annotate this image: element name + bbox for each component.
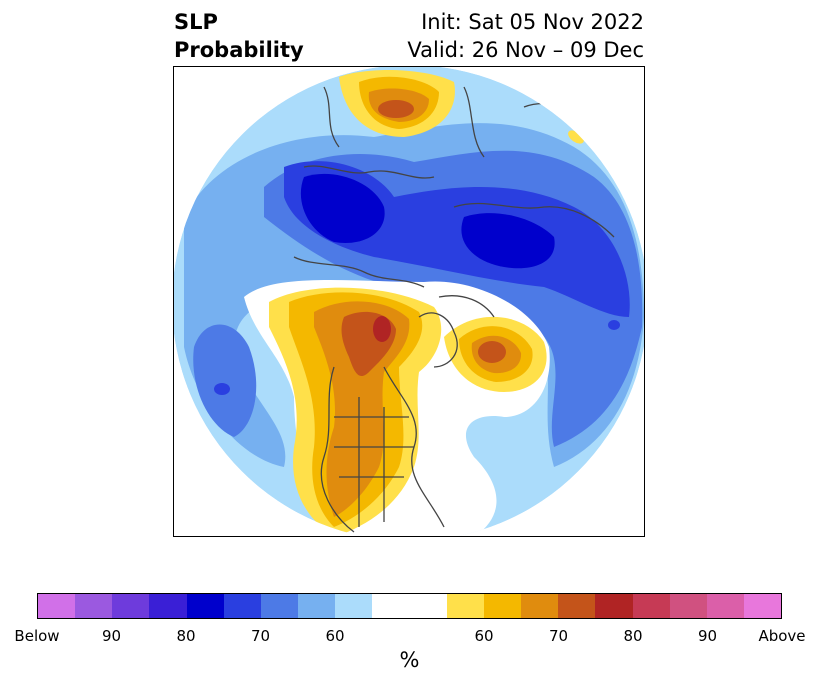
red-75-north	[378, 100, 414, 118]
colorbar-tick-label: 90	[697, 627, 718, 645]
colorbar-swatch	[372, 594, 410, 618]
map-frame	[173, 66, 645, 537]
colorbar-swatch	[149, 594, 187, 618]
colorbar-tick-label: Above	[758, 627, 806, 645]
colorbar-tick-label: 80	[176, 627, 196, 645]
colorbar-tick-label: 70	[250, 627, 271, 645]
colorbar-tick-label: 90	[101, 627, 122, 645]
colorbar-tick-label: 80	[623, 627, 643, 645]
colorbar-swatch	[521, 594, 559, 618]
colorbar-swatch	[260, 594, 299, 618]
valid-range: Valid: 26 Nov – 09 Dec	[407, 38, 644, 62]
colorbar-swatch	[558, 594, 596, 618]
colorbar-swatch	[483, 594, 522, 618]
colorbar-swatch	[409, 594, 447, 618]
colorbar	[37, 593, 782, 619]
blue-70-pacific	[193, 324, 257, 437]
colorbar-swatch	[335, 594, 373, 618]
colorbar-swatch	[632, 594, 670, 618]
colorbar-swatch	[446, 594, 484, 618]
colorbar-swatch	[595, 594, 633, 618]
variable-title: SLP	[174, 10, 218, 34]
colorbar-tick-label: 60	[325, 627, 345, 645]
colorbar-swatch	[706, 594, 744, 618]
colorbar-swatch	[75, 594, 113, 618]
colorbar-unit-label: %	[399, 648, 420, 672]
colorbar-swatch	[298, 594, 336, 618]
metric-title: Probability	[174, 38, 304, 62]
colorbar-swatch	[38, 594, 76, 618]
colorbar-swatch	[743, 594, 782, 618]
blue-80-core-east	[461, 213, 555, 269]
polar-map	[174, 67, 644, 536]
blue-80-core-west	[300, 173, 385, 243]
colorbar-tick-label: 70	[548, 627, 569, 645]
red-80-core	[373, 316, 391, 342]
colorbar-swatch	[112, 594, 150, 618]
colorbar-swatch	[186, 594, 224, 618]
red-75-atlantic	[478, 341, 506, 363]
title-right: Init: Sat 05 Nov 2022 Valid: 26 Nov – 09…	[407, 8, 644, 64]
colorbar-swatch	[223, 594, 261, 618]
colorbar-tick-label: 60	[474, 627, 494, 645]
red-70-region	[314, 301, 410, 517]
blue-75-spot-east	[608, 320, 620, 330]
init-date: Init: Sat 05 Nov 2022	[421, 10, 644, 34]
colorbar-swatch	[669, 594, 707, 618]
blue-75-spot	[214, 383, 230, 395]
colorbar-tick-label: Below	[14, 627, 60, 645]
title-left: SLP Probability	[174, 8, 304, 64]
red-60-spot-asia	[568, 130, 584, 144]
